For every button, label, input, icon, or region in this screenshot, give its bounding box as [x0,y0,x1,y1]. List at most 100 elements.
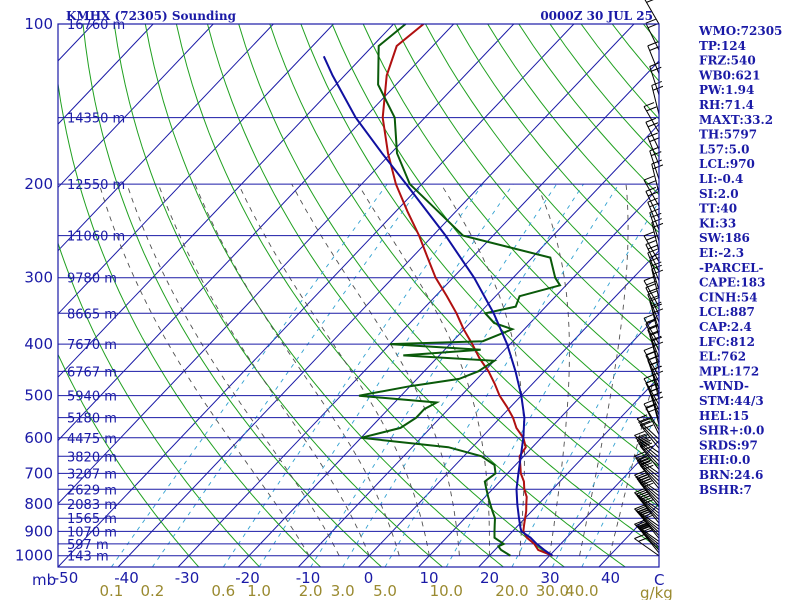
moist-adiabat-line [194,183,400,556]
wind-barb-flag [651,301,662,307]
isotherm-line [58,24,394,378]
dry-adiabat-line [331,24,659,427]
moist-adiabat-line [126,183,340,556]
height-label: 597 m [67,538,109,553]
wind-barb-flag [643,374,655,380]
parcel-trace [322,55,554,557]
temperature-tick-label: -10 [296,569,321,587]
height-label: 2629 m [67,483,117,498]
mixing-ratio-line [152,183,423,567]
isotherm-line [58,24,274,252]
temperature-tick-label: 40 [601,569,620,587]
index-item: RH:71.4 [699,98,754,112]
index-item: EHI:0.0 [699,453,750,467]
temp-axis-unit: C [654,571,664,589]
mixing-ratio-ticks: 0.1 0.2 0.6 1.0 2.0 3.0 5.0 10.0 20.0 30.040.0 [99,582,598,600]
index-item: SW:186 [699,231,750,245]
height-label: 12550 m [67,178,125,193]
wind-barb-flag [635,489,646,495]
temperature-tick-label: 30 [540,569,559,587]
height-label: 16760 m [67,18,125,33]
dry-adiabat-line [175,24,565,567]
index-item: BRN:24.6 [699,468,763,482]
dry-adiabat-line [82,24,382,567]
wind-barb-flag [643,175,655,181]
height-label: 8665 m [67,307,117,322]
index-item: -PARCEL- [699,261,764,275]
index-item: L57:5.0 [699,142,749,156]
isotherm-line [58,24,214,189]
dry-adiabat-line [58,79,321,567]
wind-barb-flag [634,534,645,539]
pressure-tick-label: 900 [24,522,53,540]
index-item: FRZ:540 [699,54,756,68]
dry-adiabat-line [300,24,659,468]
dry-adiabat-line [207,24,626,567]
wind-barb-flag [643,276,655,282]
dry-adiabat-line [425,24,659,310]
wind-barb-flag [634,431,645,436]
wind-barb-flag [636,522,648,528]
height-label: 11060 m [67,230,125,245]
isotherm-line [237,123,659,567]
pressure-tick-label: 200 [24,175,53,193]
mixing-ratio-tick-label: 10.0 [430,582,463,600]
height-label: 14350 m [67,112,125,127]
wind-barb-flag [646,179,657,185]
isotherm-line [58,24,455,442]
wind-barb-flag [643,345,655,351]
height-label: 143 m [67,550,109,565]
height-label: 9780 m [67,272,117,287]
wind-barb-flag [647,41,658,47]
mixing-ratio-tick-label: 1.0 [247,582,271,600]
height-label: 3820 m [67,450,117,465]
wind-barb-flag [651,80,662,86]
wind-barb [647,201,660,231]
isotherm-line [58,24,575,567]
index-item: CAPE:183 [699,276,766,290]
index-item: HEL:15 [699,409,749,423]
wind-barb-flag [638,454,649,460]
moist-adiabat-line [536,183,570,556]
index-item: EI:-2.3 [699,246,744,260]
mixing-ratio-line [511,294,659,567]
mixing-ratio-line [384,183,620,567]
index-item: SRDS:97 [699,438,758,452]
isotherm-line [117,24,635,567]
wind-barb-flag [651,151,662,157]
moist-adiabat-line [357,183,490,556]
wind-barb-flag [635,472,646,478]
height-labels: 16760 m 14350 m 12550 m 11060 m 9780 m 8665 m… [67,18,125,565]
wind-barb [645,22,660,51]
wind-barb-flag [634,470,645,476]
wind-barb-flag [651,218,662,224]
wind-barb-flag [649,256,660,262]
pressure-tick-label: 1000 [15,547,53,565]
wind-barb-flag [639,420,651,426]
index-item: TH:5797 [699,128,757,142]
mixing-ratio-line [342,183,584,567]
mixing-ratio-tick-label: 3.0 [331,582,355,600]
mixing-ratio-tick-label: 5.0 [373,582,397,600]
dewpoint-trace [358,24,562,557]
index-item: LCL:887 [699,305,755,319]
isotherm-line [58,24,334,315]
mixing-ratio-line [258,183,514,567]
index-item: WMO:72305 [698,24,782,38]
wind-barb [651,163,660,194]
pressure-labels: 100 200 300 400 500 600 700 800 900 1000 [15,15,53,565]
wind-barb [634,508,660,527]
temperature-trace [381,24,553,557]
index-item: TT:40 [699,202,737,216]
pressure-tick-label: 600 [24,429,53,447]
mixing-ratio-tick-label: 30.0 [536,582,569,600]
index-item: WB0:621 [698,68,760,82]
wind-barb-flag [645,186,657,192]
mixing-ratio-line [445,200,659,567]
wind-barb-flag [643,231,655,237]
pressure-tick-label: 400 [24,335,53,353]
isotherm-line [177,60,659,567]
wind-barb-flag [645,240,657,245]
index-panel: WMO:72305TP:124FRZ:540WB0:621PW:1.94RH:7… [698,24,782,497]
